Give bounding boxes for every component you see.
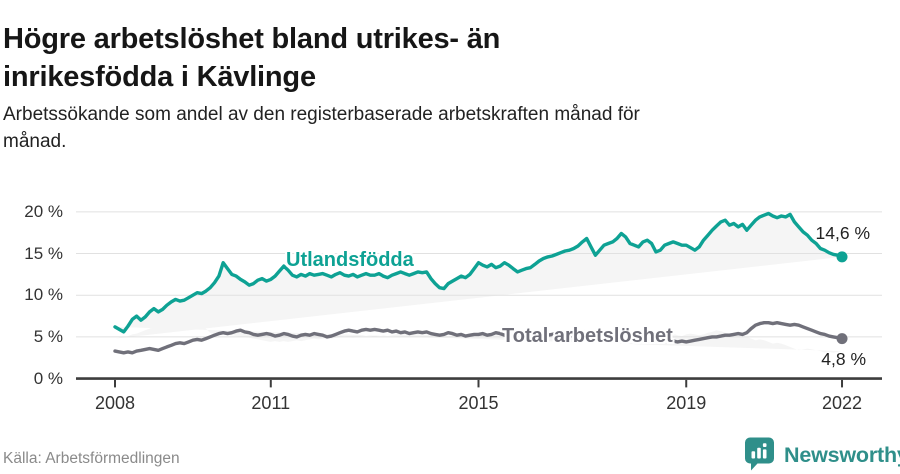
x-axis-label-2011: 2011 bbox=[251, 393, 291, 413]
x-axis-label-2008: 2008 bbox=[94, 393, 136, 413]
x-axis-label-2015: 2015 bbox=[458, 393, 499, 413]
y-axis-label-15: 15 % bbox=[24, 243, 63, 263]
newsworthy-logo: Newsworthy bbox=[744, 437, 900, 471]
subtitle-line-1: Arbetssökande som andel av den registerb… bbox=[3, 104, 640, 125]
title-line-2: inrikesfödda i Kävlinge bbox=[3, 61, 316, 94]
subtitle-line-2: månad. bbox=[3, 131, 67, 152]
band-fill-between-series bbox=[115, 213, 842, 353]
end-value-label-total: 4,8 % bbox=[821, 349, 866, 369]
series-line-total bbox=[113, 321, 844, 355]
end-value-label-utlandsfodda: 14,6 % bbox=[815, 223, 870, 243]
y-axis-label-20: 20 % bbox=[24, 201, 63, 221]
series-label-utlandsfodda: Utlandsfödda bbox=[286, 249, 414, 271]
title-line-1: Högre arbetslöshet bland utrikes- än bbox=[3, 23, 501, 56]
x-axis-label-2019: 2019 bbox=[666, 393, 707, 413]
page-title: Högre arbetslöshet bland utrikes- än inri… bbox=[3, 20, 883, 96]
end-dot-total bbox=[836, 333, 848, 345]
chart-subtitle: Arbetssökande som andel av den registerb… bbox=[3, 101, 873, 155]
y-axis-label-5: 5 % bbox=[33, 326, 63, 346]
series-label-total-arbetsloshet: Total arbetslöshet bbox=[502, 325, 673, 347]
x-axis-label-2022: 2022 bbox=[821, 393, 863, 413]
y-axis-label-10: 10 % bbox=[24, 285, 63, 305]
source-attribution: Källa: Arbetsförmedlingen bbox=[3, 450, 180, 467]
end-dot-utlandsfodda bbox=[836, 251, 848, 263]
newsworthy-bubble-chart-icon bbox=[745, 437, 774, 471]
newsworthy-wordmark: Newsworthy bbox=[784, 443, 900, 467]
y-axis-label-0: 0 % bbox=[33, 368, 63, 388]
series-line-utlandsfodda bbox=[113, 211, 844, 334]
